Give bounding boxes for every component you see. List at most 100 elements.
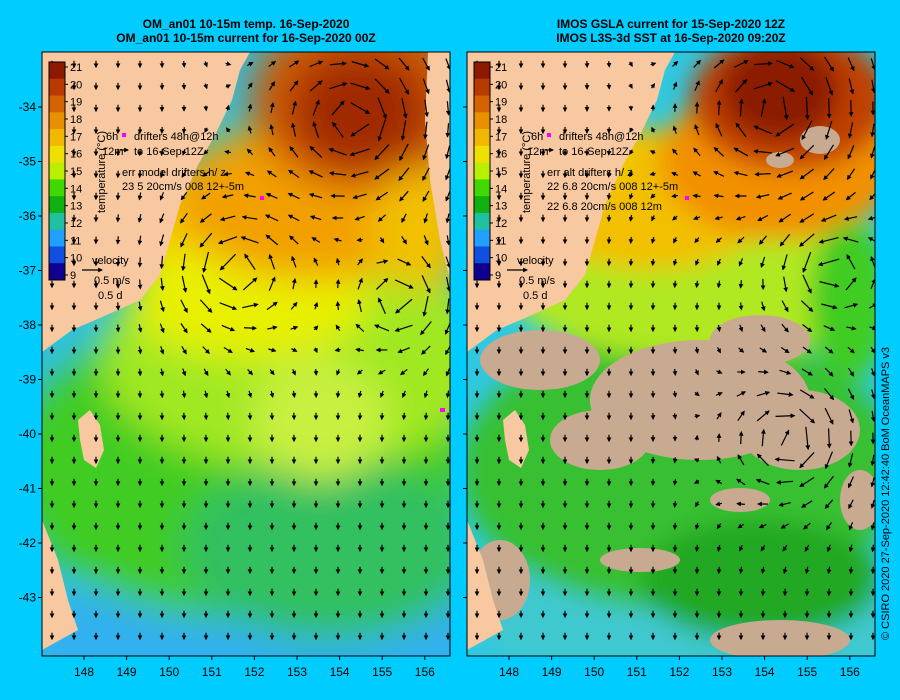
current-vector [424, 99, 429, 118]
current-vector [824, 367, 834, 377]
current-vector [847, 145, 855, 160]
current-vector [422, 368, 429, 377]
current-vector [328, 171, 347, 176]
current-vector [159, 346, 165, 355]
current-vector [291, 122, 297, 137]
current-vector [398, 57, 410, 71]
colorbar-tick-label: 17 [495, 131, 507, 143]
current-vector [268, 347, 277, 353]
colorbar-segment [49, 129, 65, 147]
current-vector [869, 192, 875, 201]
current-vector [713, 193, 724, 199]
current-vector [180, 192, 188, 201]
velocity-legend-time: 0.5 d [523, 290, 547, 302]
current-vector [247, 369, 254, 376]
current-vector [735, 122, 747, 138]
current-vector [629, 149, 634, 155]
map-panel-left [41, 51, 451, 657]
current-vector [799, 477, 815, 487]
current-vector [350, 171, 369, 178]
current-vector [242, 277, 258, 291]
current-vector [848, 566, 854, 575]
current-vector [379, 237, 385, 244]
current-vector [374, 144, 390, 161]
current-vector [219, 253, 237, 271]
current-vector [775, 413, 796, 419]
current-vector [716, 280, 722, 289]
current-vector [760, 428, 766, 447]
drifter-legend-marker [547, 133, 551, 137]
current-vector [716, 347, 721, 354]
current-vector [243, 193, 256, 199]
current-vector [445, 235, 450, 246]
current-vector [650, 62, 657, 67]
current-vector [137, 368, 143, 377]
current-vector [203, 412, 209, 421]
current-vector [159, 170, 165, 179]
colorbar-tick-label: 11 [495, 235, 506, 247]
current-vector [820, 214, 837, 222]
longitude-tick-label: 151 [627, 665, 647, 679]
current-vector [203, 368, 209, 377]
current-vector [159, 390, 165, 399]
current-vector [716, 412, 722, 420]
colorbar-segment [474, 129, 490, 147]
current-vector [202, 251, 210, 273]
current-vector [649, 171, 656, 177]
current-vector [671, 172, 679, 177]
current-vector [265, 234, 279, 246]
current-vector [379, 412, 385, 421]
current-vector [736, 391, 746, 397]
current-vector [799, 389, 815, 399]
current-vector [629, 171, 634, 178]
current-vector [376, 259, 389, 264]
current-vector [355, 347, 364, 353]
current-vector [335, 278, 341, 289]
current-vector [759, 347, 768, 353]
current-vector [309, 145, 323, 158]
current-vector [847, 122, 854, 139]
current-vector [775, 123, 795, 137]
current-vector [753, 149, 772, 154]
current-vector [421, 256, 431, 269]
current-vector [394, 279, 414, 289]
current-vector [776, 479, 794, 485]
current-vector [760, 566, 766, 575]
current-vector [870, 389, 875, 400]
colorbar-tick-label: 18 [70, 114, 82, 126]
current-vector [225, 368, 231, 376]
current-vector [848, 409, 855, 424]
longitude-tick-label: 152 [244, 665, 264, 679]
current-vector [445, 168, 450, 181]
current-vector [777, 192, 792, 200]
island-left [78, 410, 104, 468]
current-vector [445, 101, 450, 116]
colorbar-segment [474, 162, 490, 180]
current-vector [801, 120, 813, 141]
colorbar-tick-label: 16 [495, 149, 507, 161]
drifter-marker-right [685, 196, 689, 200]
current-vector [445, 213, 450, 224]
latitude-tick-label: -37 [19, 264, 37, 278]
current-vector [357, 277, 363, 290]
current-vector [824, 388, 835, 401]
current-vector [397, 258, 412, 266]
current-vector [694, 391, 700, 397]
sst-field-left [42, 52, 450, 656]
current-vector [375, 277, 389, 290]
current-vector [870, 454, 875, 467]
current-vector [694, 369, 699, 376]
current-vector [268, 81, 276, 91]
current-vector [714, 215, 723, 221]
current-vector [694, 80, 700, 92]
panel-right-title-1: IMOS GSLA current for 15-Sep-2020 12Z [556, 17, 786, 31]
current-vector [422, 167, 430, 181]
current-vector [799, 57, 815, 71]
current-vector [694, 280, 700, 289]
current-vector [823, 144, 835, 161]
current-vector [291, 277, 297, 290]
current-vector [738, 258, 744, 267]
current-vector [693, 215, 701, 221]
current-vector [629, 127, 634, 133]
current-vector [733, 147, 749, 157]
